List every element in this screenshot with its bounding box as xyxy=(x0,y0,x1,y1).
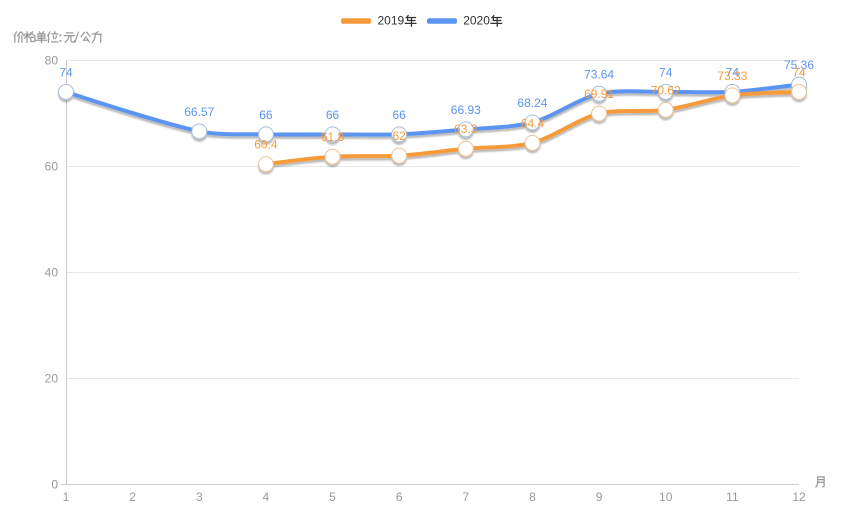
svg-text:2: 2 xyxy=(129,490,136,504)
svg-text:70.62: 70.62 xyxy=(651,83,681,97)
svg-text:1: 1 xyxy=(63,490,70,504)
svg-text:74: 74 xyxy=(659,65,673,79)
svg-text:74: 74 xyxy=(59,65,73,79)
svg-text:60.4: 60.4 xyxy=(254,138,278,152)
svg-text:74: 74 xyxy=(792,65,806,79)
svg-text:74: 74 xyxy=(726,65,740,79)
svg-text:61.8: 61.8 xyxy=(321,130,345,144)
svg-text:73.64: 73.64 xyxy=(584,67,614,81)
svg-text:0: 0 xyxy=(51,478,58,492)
svg-text:62: 62 xyxy=(393,129,407,143)
svg-text:3: 3 xyxy=(196,490,203,504)
svg-text:10: 10 xyxy=(659,490,673,504)
svg-text:2020: 2020 xyxy=(463,14,490,28)
svg-text:66: 66 xyxy=(393,108,407,122)
svg-text:40: 40 xyxy=(45,266,59,280)
svg-text:63.3: 63.3 xyxy=(454,122,478,136)
svg-text:9: 9 xyxy=(596,490,603,504)
svg-text:7: 7 xyxy=(462,490,469,504)
svg-text:64.4: 64.4 xyxy=(521,116,545,130)
svg-text:68.24: 68.24 xyxy=(517,96,547,110)
svg-text:5: 5 xyxy=(329,490,336,504)
svg-text:66: 66 xyxy=(259,108,273,122)
svg-text:75.36: 75.36 xyxy=(784,58,814,72)
svg-text:73.33: 73.33 xyxy=(717,69,747,83)
svg-text:2019: 2019 xyxy=(378,14,405,28)
svg-text:11: 11 xyxy=(726,490,739,504)
svg-text:66.93: 66.93 xyxy=(451,103,481,117)
svg-text:8: 8 xyxy=(529,490,536,504)
svg-text:66.57: 66.57 xyxy=(184,105,214,119)
svg-text:20: 20 xyxy=(45,372,59,386)
svg-text:69.91: 69.91 xyxy=(584,87,614,101)
svg-text:80: 80 xyxy=(45,54,59,68)
svg-text:4: 4 xyxy=(263,490,270,504)
svg-text:60: 60 xyxy=(45,160,59,174)
svg-text:12: 12 xyxy=(792,490,806,504)
svg-text:66: 66 xyxy=(326,108,340,122)
svg-text:6: 6 xyxy=(396,490,403,504)
